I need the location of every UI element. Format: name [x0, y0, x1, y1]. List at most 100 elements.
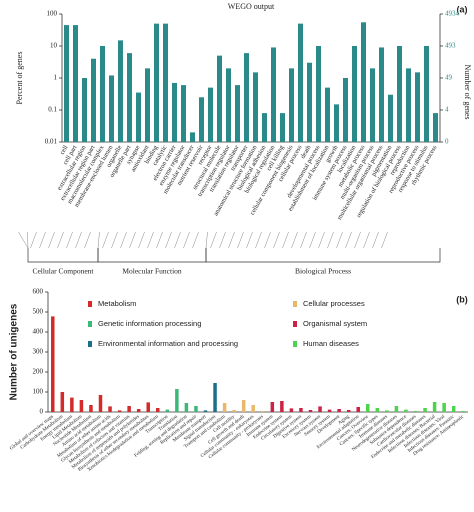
y-tick-label: 600: [33, 288, 44, 296]
panel-label: (b): [456, 294, 468, 304]
bar: [299, 408, 303, 412]
y-tick-label: 200: [33, 368, 44, 376]
y-tick-label: 400: [33, 328, 44, 336]
y-tick-label: 300: [33, 348, 44, 356]
y2-tick-label: 493: [445, 42, 456, 50]
bar: [343, 78, 348, 142]
group-connector: [183, 231, 190, 249]
group-connector: [156, 231, 163, 249]
bar: [89, 405, 93, 412]
bar: [73, 25, 78, 143]
bar: [194, 406, 198, 412]
bar: [108, 406, 112, 412]
bar: [325, 87, 330, 142]
bar: [432, 402, 437, 412]
group-connector: [165, 231, 172, 249]
y-axis-label: Percent of genes: [15, 52, 24, 105]
bar: [385, 410, 389, 412]
y2-tick-label: 49: [445, 74, 453, 82]
group-connector: [309, 231, 316, 249]
bar: [379, 47, 384, 142]
group-connector: [66, 231, 73, 249]
legend-swatch: [88, 301, 92, 307]
group-connector: [219, 231, 226, 249]
bar: [327, 409, 332, 412]
group-connector: [129, 231, 136, 249]
bar: [413, 411, 418, 412]
group-connector: [228, 231, 235, 249]
bar: [241, 400, 246, 412]
y-tick-label: 0.01: [45, 138, 58, 146]
bar: [79, 400, 84, 412]
bar: [190, 132, 195, 142]
group-label: Biological Process: [295, 267, 351, 276]
bar: [308, 410, 313, 412]
group-connector: [372, 231, 379, 249]
group-connector: [300, 231, 307, 249]
group-bracket: [27, 248, 99, 263]
bar: [165, 409, 170, 412]
bar: [388, 94, 393, 142]
y2-tick-label: 0: [445, 138, 449, 146]
legend-label: Environmental information and processing: [98, 339, 238, 348]
bar: [415, 72, 420, 142]
bar: [404, 409, 408, 412]
bar: [217, 55, 222, 142]
bar: [346, 410, 351, 412]
bar: [156, 408, 160, 412]
bar: [461, 411, 465, 412]
group-connector: [57, 231, 64, 249]
bar: [51, 316, 55, 412]
x-tick-label: cell: [59, 144, 70, 156]
group-connector: [318, 231, 325, 249]
bar: [91, 58, 96, 142]
legend-label: Genetic information processing: [98, 319, 201, 328]
bar: [406, 68, 411, 142]
group-connector: [291, 231, 298, 249]
group-connector: [192, 231, 199, 249]
group-connector: [246, 231, 253, 249]
bar: [146, 402, 150, 412]
bar: [397, 46, 402, 142]
legend-label: Metabolism: [98, 299, 136, 308]
y-tick-label: 100: [33, 388, 44, 396]
bar: [98, 395, 103, 412]
bar: [82, 78, 87, 142]
bar: [280, 401, 284, 412]
bar: [366, 404, 370, 412]
bar: [442, 403, 446, 412]
group-connector: [336, 231, 343, 249]
bar: [356, 407, 360, 412]
y-tick-label: 1: [54, 74, 58, 82]
y-tick-label: 500: [33, 308, 44, 316]
bar: [184, 403, 189, 412]
bar: [251, 405, 255, 412]
bar: [154, 23, 159, 143]
group-connector: [237, 231, 244, 249]
group-connector: [138, 231, 145, 249]
bar: [280, 113, 285, 142]
bar: [118, 40, 123, 142]
bar: [361, 22, 366, 142]
group-connector: [354, 231, 361, 249]
group-connector: [48, 231, 55, 249]
bar: [145, 68, 150, 142]
group-connector: [30, 231, 37, 249]
bar: [100, 46, 105, 142]
legend-label: Cellular processes: [303, 299, 365, 308]
bar: [136, 409, 141, 412]
group-connector: [210, 231, 217, 249]
bar: [334, 104, 339, 142]
group-connector: [84, 231, 91, 249]
bar: [203, 410, 208, 412]
bar: [423, 408, 427, 412]
chart-title: WEGO output: [228, 2, 275, 11]
bar: [109, 75, 114, 142]
y-tick-label: 10: [50, 42, 58, 50]
legend-swatch: [293, 341, 297, 347]
y2-axis-label: Number of genes: [463, 64, 472, 119]
bar: [318, 406, 322, 412]
group-connector: [205, 231, 208, 249]
bar: [175, 389, 179, 412]
bar: [307, 62, 312, 143]
